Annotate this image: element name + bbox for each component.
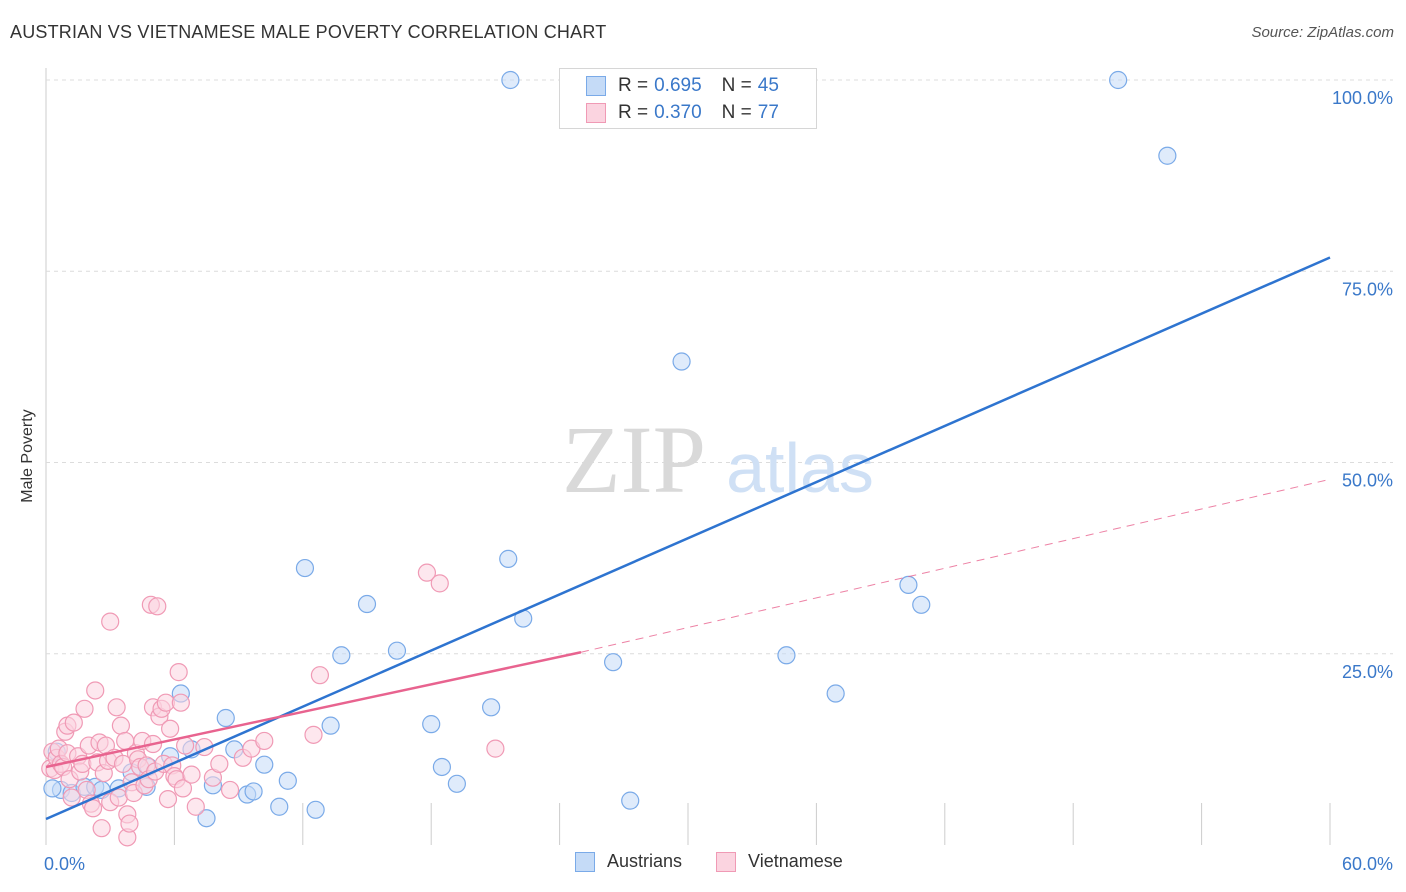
point-vietnamese bbox=[62, 788, 81, 807]
point-austrians bbox=[672, 352, 691, 371]
point-austrians bbox=[43, 779, 62, 798]
point-vietnamese bbox=[107, 698, 126, 717]
point-austrians bbox=[216, 708, 235, 728]
point-austrians bbox=[482, 698, 501, 717]
legend-n-label: N = bbox=[721, 75, 752, 96]
trendline-vietnamese-projection bbox=[580, 478, 1331, 653]
point-austrians bbox=[501, 70, 520, 90]
legend-series: Austrians Vietnamese bbox=[575, 851, 877, 872]
legend-row-vietnamese: R = 0.370 N = 77 bbox=[560, 100, 779, 126]
legend-r-label: R = bbox=[618, 102, 649, 123]
point-vietnamese bbox=[186, 797, 205, 816]
point-austrians bbox=[777, 646, 796, 665]
y-tick-label: 50.0% bbox=[1342, 471, 1393, 491]
x-tick-label: 0.0% bbox=[44, 854, 85, 874]
point-vietnamese bbox=[92, 819, 111, 838]
point-vietnamese bbox=[486, 739, 505, 758]
point-austrians bbox=[826, 684, 845, 703]
point-vietnamese bbox=[120, 814, 139, 833]
point-vietnamese bbox=[158, 789, 178, 809]
trendlines bbox=[45, 256, 1331, 821]
point-austrians bbox=[295, 558, 315, 578]
point-vietnamese bbox=[148, 597, 167, 616]
point-vietnamese bbox=[182, 765, 201, 784]
legend-r-value: 0.370 bbox=[654, 102, 702, 123]
point-austrians bbox=[912, 595, 931, 614]
point-austrians bbox=[603, 653, 623, 672]
point-vietnamese bbox=[210, 754, 229, 774]
point-vietnamese bbox=[75, 699, 94, 718]
legend-n-value: 45 bbox=[757, 75, 779, 96]
point-austrians bbox=[422, 715, 441, 734]
y-tick-label: 75.0% bbox=[1342, 279, 1393, 299]
point-austrians bbox=[357, 594, 377, 614]
point-austrians bbox=[278, 771, 297, 790]
watermark: ZIP atlas bbox=[562, 406, 874, 513]
legend-r-label: R = bbox=[618, 75, 649, 96]
point-austrians bbox=[332, 646, 351, 665]
legend-item-austrians[interactable]: Austrians bbox=[575, 851, 682, 872]
point-vietnamese bbox=[171, 693, 190, 712]
point-austrians bbox=[1158, 146, 1177, 165]
trendline-vietnamese bbox=[45, 650, 582, 769]
point-vietnamese bbox=[255, 731, 274, 751]
point-vietnamese bbox=[173, 779, 193, 798]
point-vietnamese bbox=[64, 713, 83, 732]
legend-stats: R = 0.695 N = 45 R = 0.370 N = 77 bbox=[559, 68, 817, 129]
source-label: Source: ZipAtlas.com bbox=[1251, 24, 1394, 41]
legend-r-value: 0.695 bbox=[654, 75, 702, 96]
point-vietnamese bbox=[86, 681, 105, 700]
point-austrians bbox=[499, 549, 518, 568]
point-austrians bbox=[621, 791, 640, 810]
point-austrians bbox=[432, 757, 451, 777]
tick-labels: 25.0% 50.0% 75.0% 100.0% 0.0% 60.0% bbox=[44, 88, 1393, 874]
point-vietnamese bbox=[220, 780, 240, 800]
legend-swatch-blue bbox=[575, 851, 595, 872]
legend-swatch-pink bbox=[586, 103, 606, 123]
legend-swatch-blue bbox=[586, 76, 606, 96]
point-vietnamese bbox=[109, 788, 128, 807]
data-points bbox=[41, 70, 1177, 847]
point-austrians bbox=[270, 797, 289, 816]
point-austrians bbox=[197, 809, 216, 828]
legend-n-label: N = bbox=[721, 102, 752, 123]
watermark-atlas: atlas bbox=[726, 429, 874, 507]
point-austrians bbox=[255, 755, 274, 774]
point-vietnamese bbox=[83, 799, 103, 818]
point-austrians bbox=[306, 800, 325, 819]
x-tick-label: 60.0% bbox=[1342, 854, 1393, 874]
legend-label: Austrians bbox=[607, 851, 683, 871]
point-austrians bbox=[899, 575, 918, 595]
point-vietnamese bbox=[417, 563, 437, 582]
y-tick-label: 100.0% bbox=[1332, 88, 1393, 108]
grid-layer bbox=[45, 68, 1393, 845]
point-vietnamese bbox=[430, 574, 449, 593]
legend-swatch-pink bbox=[716, 851, 737, 872]
point-vietnamese bbox=[161, 719, 180, 738]
point-vietnamese bbox=[101, 612, 120, 631]
point-austrians bbox=[1109, 70, 1128, 90]
point-vietnamese bbox=[169, 663, 188, 682]
trendline-austrians bbox=[45, 256, 1331, 821]
point-austrians bbox=[244, 782, 263, 801]
watermark-zip: ZIP bbox=[562, 406, 706, 513]
point-austrians bbox=[387, 641, 407, 660]
point-austrians bbox=[321, 716, 340, 735]
legend-label: Vietnamese bbox=[748, 851, 843, 871]
legend-n-value: 77 bbox=[757, 102, 779, 123]
point-vietnamese bbox=[310, 666, 330, 685]
chart-title: AUSTRIAN VS VIETNAMESE MALE POVERTY CORR… bbox=[10, 22, 607, 42]
legend-row-austrians: R = 0.695 N = 45 bbox=[560, 73, 779, 99]
point-vietnamese bbox=[304, 725, 323, 744]
legend-item-vietnamese[interactable]: Vietnamese bbox=[716, 851, 843, 872]
point-vietnamese bbox=[111, 716, 131, 735]
point-austrians bbox=[447, 774, 466, 793]
y-tick-label: 25.0% bbox=[1342, 662, 1393, 682]
